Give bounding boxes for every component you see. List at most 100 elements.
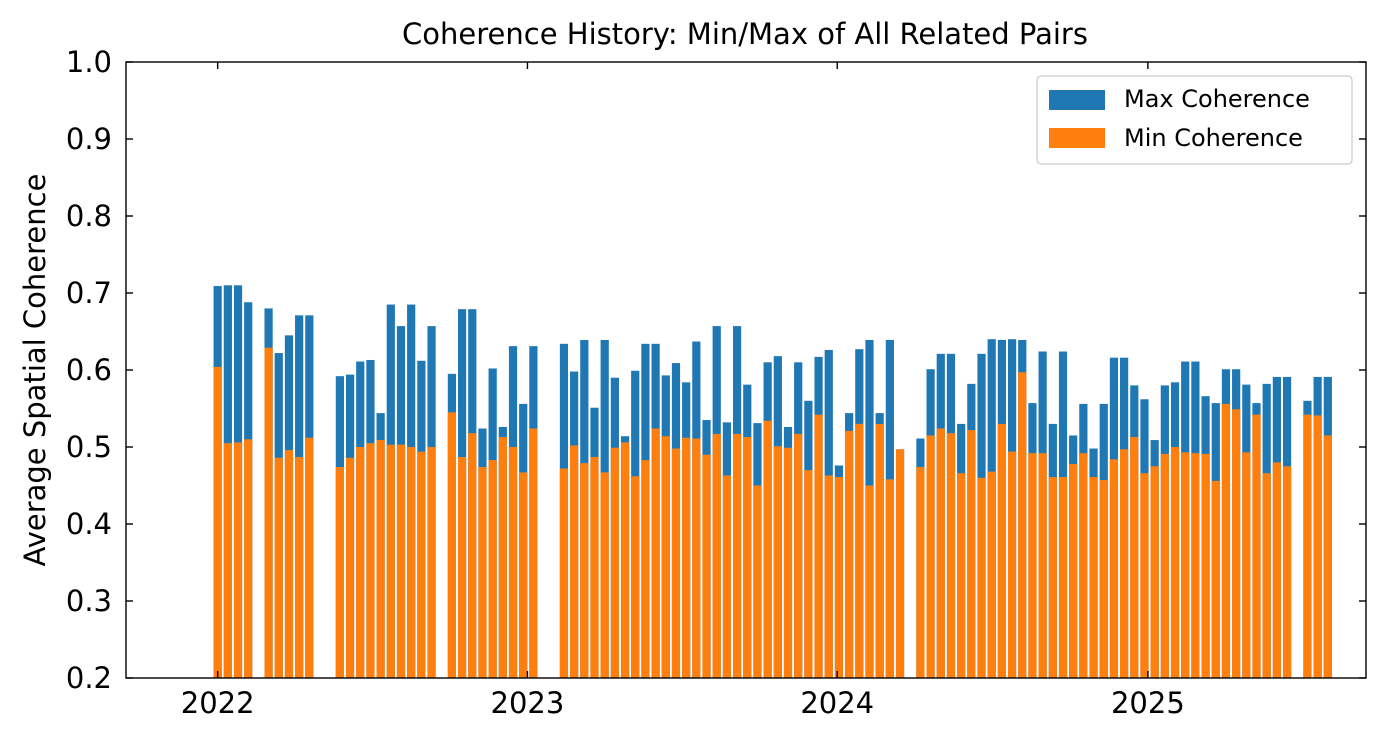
min-coherence-bar xyxy=(712,433,721,678)
min-coherence-bar xyxy=(386,444,395,678)
min-coherence-bar xyxy=(233,442,243,678)
min-coherence-bar xyxy=(1150,466,1159,678)
min-coherence-bar xyxy=(478,467,487,678)
min-coherence-bar xyxy=(376,440,385,678)
min-coherence-bar xyxy=(875,423,884,678)
min-coherence-bar xyxy=(610,447,619,678)
min-coherence-bar xyxy=(1089,477,1098,678)
min-coherence-bar xyxy=(1232,409,1241,678)
min-coherence-bar xyxy=(1099,480,1108,678)
min-coherence-bar xyxy=(417,451,426,678)
min-coherence-bar xyxy=(855,423,864,678)
min-coherence-bar xyxy=(570,445,579,678)
min-coherence-bar xyxy=(773,446,782,678)
min-coherence-bar xyxy=(295,457,304,678)
min-coherence-bar xyxy=(824,475,833,678)
x-tick-label: 2023 xyxy=(491,686,565,720)
min-coherence-bar xyxy=(1120,449,1129,678)
min-coherence-bar xyxy=(1140,473,1149,678)
y-tick-label: 0.3 xyxy=(66,584,112,618)
min-coherence-bar xyxy=(213,366,222,678)
min-coherence-bar xyxy=(498,436,507,678)
min-coherence-bar xyxy=(1201,453,1210,678)
min-coherence-bar xyxy=(407,447,416,678)
min-coherence-bar xyxy=(223,443,232,678)
min-coherence-bar xyxy=(1058,477,1068,678)
min-coherence-bar xyxy=(946,433,956,678)
min-coherence-bar xyxy=(1221,403,1231,678)
min-coherence-bar xyxy=(916,467,925,678)
min-coherence-bar xyxy=(468,433,477,678)
plot-area xyxy=(213,285,1332,678)
legend-label-min: Min Coherence xyxy=(1124,124,1303,152)
min-coherence-bars xyxy=(213,347,1332,678)
min-coherence-bar xyxy=(1109,459,1119,678)
min-coherence-bar xyxy=(1313,415,1322,678)
min-coherence-bar xyxy=(345,457,355,678)
min-coherence-bar xyxy=(651,428,660,678)
min-coherence-bar xyxy=(458,457,467,678)
min-coherence-bar xyxy=(264,347,273,678)
min-coherence-bar xyxy=(1252,414,1261,678)
min-coherence-bar xyxy=(1323,435,1332,678)
min-coherence-bar xyxy=(1160,453,1169,678)
min-coherence-bar xyxy=(967,430,976,678)
min-coherence-bar xyxy=(529,428,538,678)
min-coherence-bar xyxy=(1303,414,1312,678)
min-coherence-bar xyxy=(845,430,854,678)
min-coherence-bar xyxy=(1007,451,1017,678)
min-coherence-bar xyxy=(834,477,844,678)
min-coherence-bar xyxy=(957,473,966,678)
min-coherence-bar xyxy=(783,447,793,678)
y-tick-label: 0.5 xyxy=(66,430,112,464)
plot-frame xyxy=(125,61,1367,679)
y-axis-label: Average Spatial Coherence xyxy=(18,174,52,567)
min-coherence-bar xyxy=(305,437,314,678)
min-coherence-bar xyxy=(977,477,986,678)
y-tick-label: 0.2 xyxy=(66,661,112,695)
min-coherence-bar xyxy=(1262,473,1271,678)
min-coherence-bar xyxy=(743,436,752,678)
min-coherence-bar xyxy=(1242,452,1251,678)
min-coherence-bar xyxy=(508,447,518,678)
min-coherence-bar xyxy=(1130,436,1139,678)
min-coherence-bar xyxy=(600,472,609,678)
y-tick-label: 0.9 xyxy=(66,122,112,156)
min-coherence-bar xyxy=(895,449,905,678)
x-tick-label: 2024 xyxy=(800,686,874,720)
x-tick-label: 2025 xyxy=(1111,686,1185,720)
min-coherence-bar xyxy=(794,433,803,678)
min-coherence-bar xyxy=(447,412,457,678)
min-coherence-bar xyxy=(1170,447,1180,678)
min-coherence-bar xyxy=(1048,477,1057,678)
min-coherence-bar xyxy=(987,471,996,678)
min-coherence-bar xyxy=(804,470,813,678)
min-coherence-bar xyxy=(1079,453,1088,678)
min-coherence-bar xyxy=(519,472,528,678)
min-coherence-bar xyxy=(885,479,894,678)
min-coherence-bar xyxy=(1038,453,1047,678)
min-coherence-bar xyxy=(1272,462,1281,678)
legend-swatch-min xyxy=(1049,128,1105,148)
min-coherence-bar xyxy=(936,428,945,678)
y-axis-ticks: 0.2 0.3 0.4 0.5 0.6 0.7 0.8 0.9 1.0 xyxy=(66,45,1366,695)
min-coherence-bar xyxy=(427,447,436,678)
min-coherence-bar xyxy=(926,435,935,678)
y-tick-label: 0.4 xyxy=(66,507,112,541)
min-coherence-bar xyxy=(244,439,253,678)
x-tick-label: 2022 xyxy=(181,686,255,720)
min-coherence-bar xyxy=(1181,452,1190,678)
legend-label-max: Max Coherence xyxy=(1124,85,1310,113)
min-coherence-bar xyxy=(692,438,701,678)
min-coherence-bar xyxy=(661,436,670,678)
min-coherence-bar xyxy=(682,437,691,678)
min-coherence-bar xyxy=(732,433,742,678)
legend-frame xyxy=(1036,75,1353,165)
min-coherence-bar xyxy=(1282,466,1292,678)
min-coherence-bar xyxy=(997,423,1006,678)
min-coherence-bar xyxy=(753,485,762,678)
min-coherence-bar xyxy=(1028,453,1037,678)
min-coherence-bar xyxy=(559,468,569,678)
min-coherence-bar xyxy=(488,460,497,678)
